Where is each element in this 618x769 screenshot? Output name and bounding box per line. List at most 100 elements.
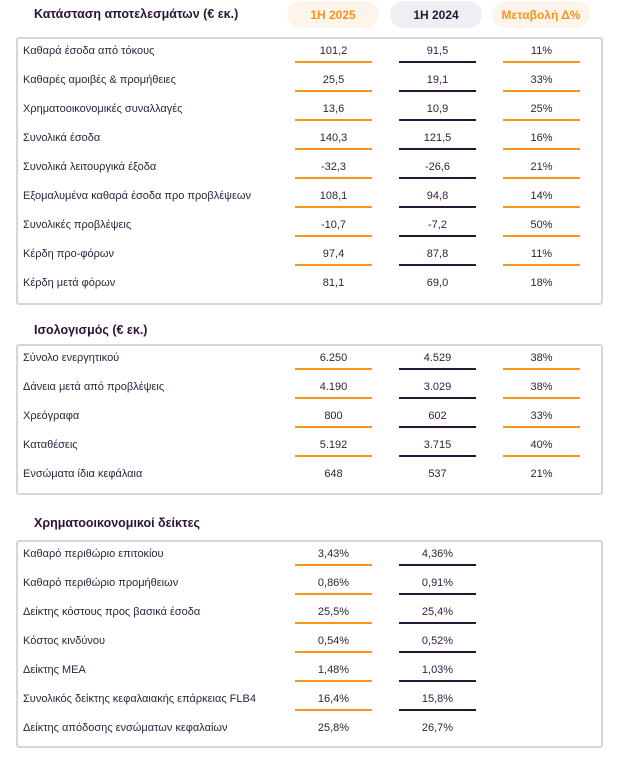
row-label: Σύνολο ενεργητικού [23, 352, 120, 364]
value-1h-2024: 121,5 [423, 132, 452, 144]
underline-change [503, 264, 580, 266]
underline-2025 [295, 119, 372, 121]
value-1h-2025: 1,48% [317, 664, 350, 676]
section-title-balance-sheet: Ισολογισμός (€ εκ.) [34, 323, 148, 337]
underline-change [503, 206, 580, 208]
row-label: Κέρδη προ-φόρων [23, 248, 115, 260]
balance-sheet-table: Σύνολο ενεργητικού 6.250 4.529 38% Δάνεια … [16, 344, 603, 495]
table-row: Χρηματοοικονομικές συναλλαγές 13,6 10,9 2… [18, 97, 601, 126]
row-label: Καταθέσεις [23, 439, 78, 451]
value-1h-2025: -10,7 [320, 219, 347, 231]
value-change: 16% [530, 132, 553, 144]
row-label: Συνολικά λειτουργικά έξοδα [23, 161, 157, 173]
underline-2024 [399, 235, 476, 237]
value-1h-2025: 101,2 [319, 45, 348, 57]
value-1h-2025: 25,5 [322, 74, 345, 86]
underline-2025 [295, 148, 372, 150]
row-label: Δείκτης απόδοσης ενσώματων κεφαλαίων [23, 722, 228, 734]
underline-2025 [295, 264, 372, 266]
value-change: 33% [530, 410, 553, 422]
value-1h-2024: 1,03% [421, 664, 454, 676]
value-1h-2025: -32,3 [320, 161, 347, 173]
row-label: Καθαρό περιθώριο επιτοκίου [23, 548, 164, 560]
value-1h-2024: 91,5 [426, 45, 449, 57]
table-row: Συνολικά έσοδα 140,3 121,5 16% [18, 126, 601, 155]
value-1h-2025: 81,1 [322, 277, 345, 289]
underline-2025 [295, 61, 372, 63]
row-label: Δείκτης ΜΕΑ [23, 664, 86, 676]
value-1h-2024: 4,36% [421, 548, 454, 560]
table-row: Καθαρές αμοιβές & προμήθειες 25,5 19,1 33… [18, 68, 601, 97]
row-label: Συνολικός δείκτης κεφαλαιακής επάρκειας … [23, 693, 256, 705]
underline-2024 [399, 148, 476, 150]
value-1h-2025: 6.250 [319, 352, 348, 364]
underline-change [503, 119, 580, 121]
table-row: Δάνεια μετά από προβλέψεις 4.190 3.029 38… [18, 375, 601, 404]
section-title-financial-ratios: Χρηματοοικονομικοί δείκτες [34, 516, 201, 530]
underline-change [503, 455, 580, 457]
table-row: Δείκτης ΜΕΑ 1,48% 1,03% [18, 658, 601, 687]
value-1h-2025: 0,86% [317, 577, 350, 589]
underline-2024 [399, 593, 476, 595]
underline-2025 [295, 622, 372, 624]
underline-2025 [295, 235, 372, 237]
underline-2024 [399, 119, 476, 121]
underline-2024 [399, 177, 476, 179]
value-1h-2025: 800 [324, 410, 343, 422]
table-row: Σύνολο ενεργητικού 6.250 4.529 38% [18, 346, 601, 375]
table-row: Εξομαλυμένα καθαρά έσοδα προ προβλέψεων … [18, 184, 601, 213]
value-1h-2024: 3.715 [423, 439, 452, 451]
value-1h-2025: 13,6 [322, 103, 345, 115]
value-change: 40% [530, 439, 553, 451]
underline-change [503, 90, 580, 92]
value-1h-2025: 25,5% [317, 606, 350, 618]
underline-2024 [399, 709, 476, 711]
underline-2024 [399, 61, 476, 63]
income-statement-table: Καθαρά έσοδα από τόκους 101,2 91,5 11% Καθ… [16, 37, 603, 305]
row-label: Καθαρό περιθώριο προμήθειων [23, 577, 179, 589]
underline-2025 [295, 426, 372, 428]
value-1h-2025: 3,43% [317, 548, 350, 560]
row-label: Κόστος κινδύνου [23, 635, 105, 647]
value-1h-2024: 69,0 [426, 277, 449, 289]
row-label: Κέρδη μετά φόρων [23, 277, 116, 289]
table-row: Κόστος κινδύνου 0,54% 0,52% [18, 629, 601, 658]
underline-2025 [295, 680, 372, 682]
row-label: Χρεόγραφα [23, 410, 80, 422]
underline-2024 [399, 426, 476, 428]
value-change: 33% [530, 74, 553, 86]
row-label: Εξομαλυμένα καθαρά έσοδα προ προβλέψεων [23, 190, 251, 202]
underline-2024 [399, 680, 476, 682]
underline-2024 [399, 651, 476, 653]
section-title-income-statement: Κατάσταση αποτελεσμάτων (€ εκ.) [34, 7, 239, 21]
table-row: Συνολικές προβλέψεις -10,7 -7,2 50% [18, 213, 601, 242]
table-row: Συνολικά λειτουργικά έξοδα -32,3 -26,6 21… [18, 155, 601, 184]
column-header-change: Μεταβολή Δ% [492, 1, 590, 28]
row-label: Συνολικά έσοδα [23, 132, 101, 144]
value-1h-2025: 108,1 [319, 190, 348, 202]
value-1h-2024: -26,6 [424, 161, 451, 173]
value-change: 14% [530, 190, 553, 202]
value-1h-2024: 3.029 [423, 381, 452, 393]
underline-2025 [295, 564, 372, 566]
value-1h-2024: 87,8 [426, 248, 449, 260]
underline-change [503, 368, 580, 370]
underline-2024 [399, 264, 476, 266]
underline-2025 [295, 651, 372, 653]
value-1h-2025: 4.190 [319, 381, 348, 393]
underline-2025 [295, 206, 372, 208]
underline-2025 [295, 90, 372, 92]
table-row: Ενσώματα ίδια κεφάλαια 648 537 21% [18, 462, 601, 491]
underline-2024 [399, 90, 476, 92]
underline-2025 [295, 368, 372, 370]
underline-2025 [295, 455, 372, 457]
underline-2025 [295, 177, 372, 179]
underline-2024 [399, 397, 476, 399]
row-label: Συνολικές προβλέψεις [23, 219, 132, 231]
column-header-1h-2024: 1H 2024 [390, 1, 482, 28]
underline-2024 [399, 206, 476, 208]
value-change: 38% [530, 381, 553, 393]
underline-2025 [295, 397, 372, 399]
row-label: Δείκτης κόστους προς βασικά έσοδα [23, 606, 201, 618]
table-row: Καθαρό περιθώριο προμήθειων 0,86% 0,91% [18, 571, 601, 600]
